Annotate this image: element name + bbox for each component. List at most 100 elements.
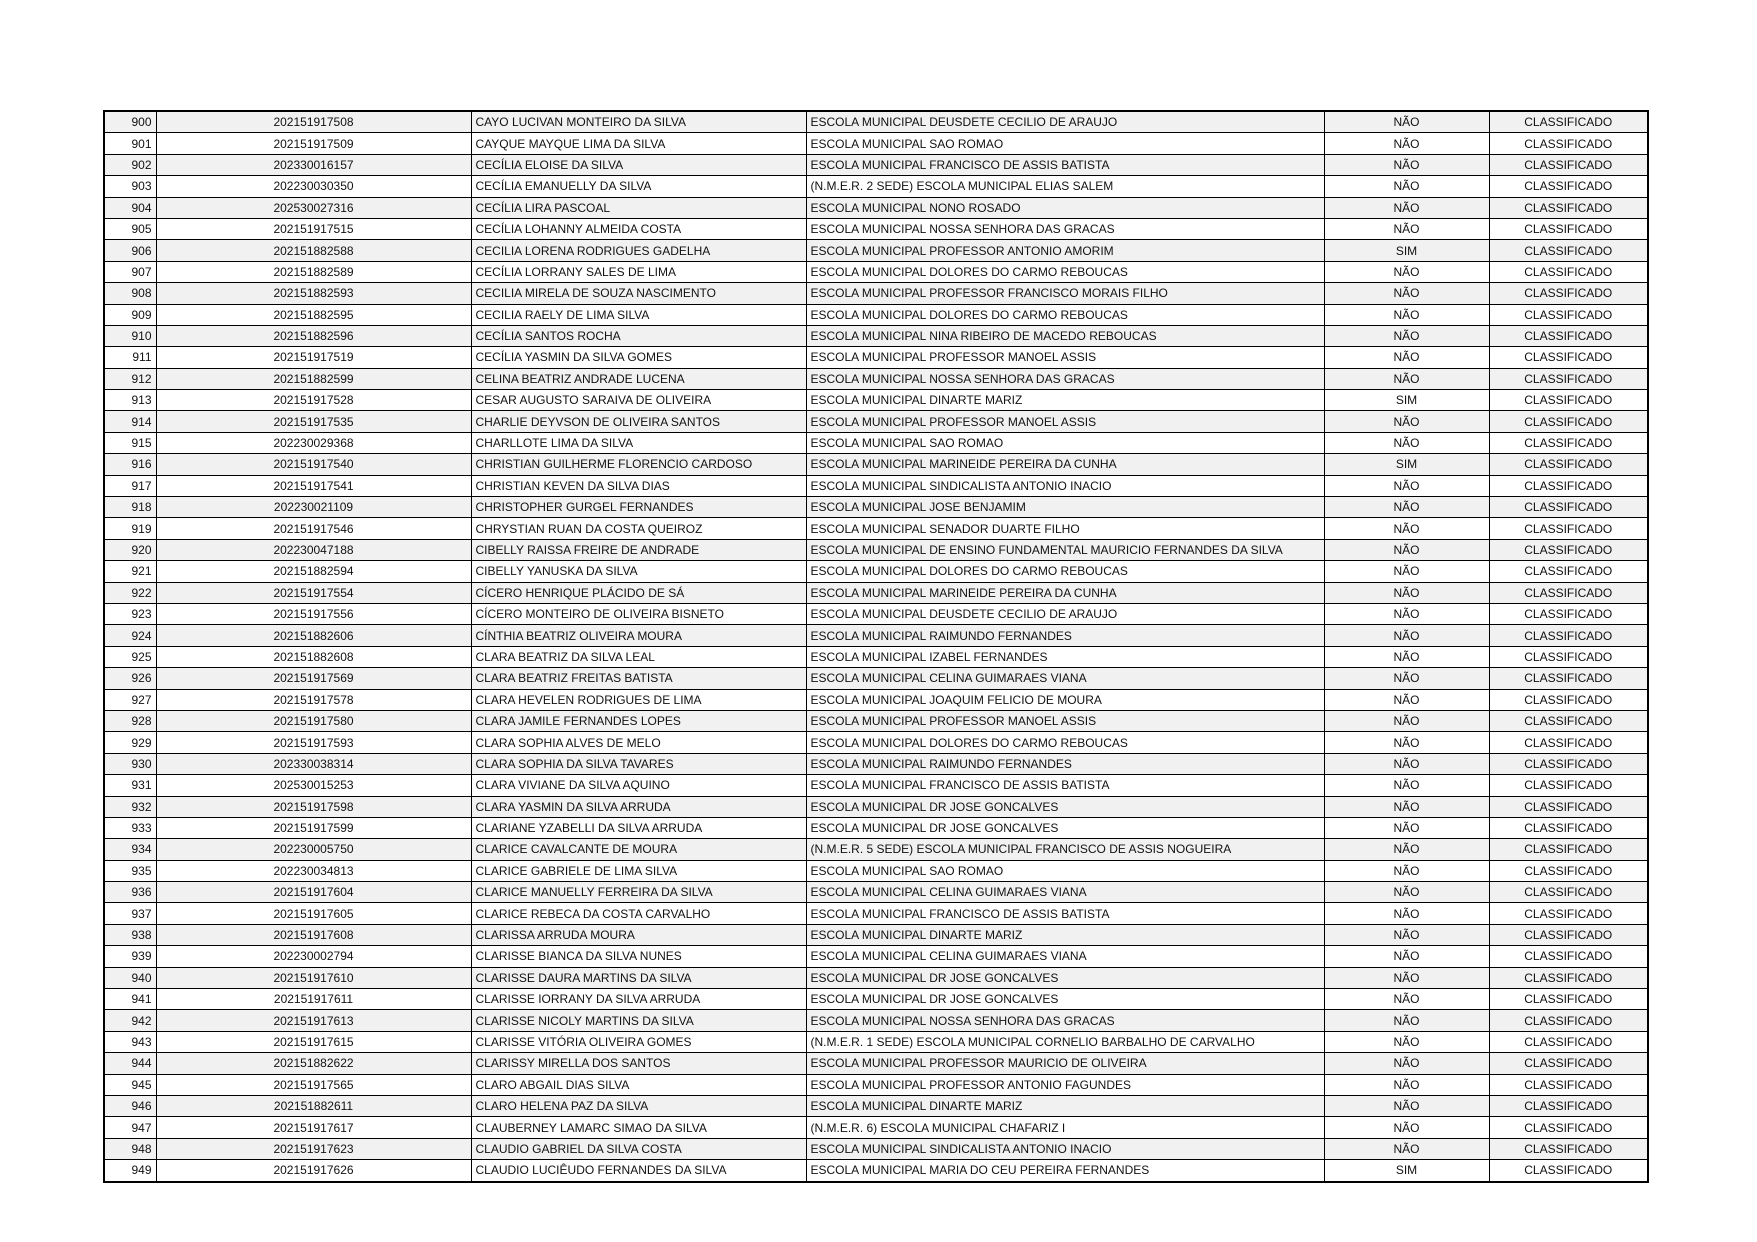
table-row: 945 202151917565 CLARO ABGAIL DIAS SILVA ES… — [103, 1073, 1649, 1096]
flag-cell: SIM — [1323, 1159, 1490, 1183]
status-cell: CLASSIFICADO — [1488, 496, 1649, 519]
candidate-name-cell: CLARA VIVIANE DA SILVA AQUINO — [470, 774, 807, 797]
flag-cell: NÃO — [1323, 966, 1490, 990]
table-row: 922 202151917554 CÍCERO HENRIQUE PLÁCIDO D… — [103, 581, 1649, 604]
table-row: 921 202151882594 CIBELLY YANUSKA DA SILVA E… — [103, 560, 1649, 583]
row-number-cell: 949 — [103, 1159, 157, 1183]
school-name-cell: ESCOLA MUNICIPAL CELINA GUIMARAES VIANA — [805, 945, 1325, 968]
table-row: 913 202151917528 CESAR AUGUSTO SARAIVA DE … — [103, 389, 1649, 412]
flag-cell: NÃO — [1323, 945, 1490, 968]
table-row: 923 202151917556 CÍCERO MONTEIRO DE OLIVEI… — [103, 602, 1649, 626]
row-number-cell: 924 — [103, 624, 157, 647]
status-cell: CLASSIFICADO — [1488, 731, 1649, 754]
row-number-cell: 920 — [103, 538, 157, 562]
enrollment-id-cell: 202230005750 — [155, 838, 472, 861]
enrollment-id-cell: 202151917615 — [155, 1030, 472, 1054]
candidate-name-cell: CLARICE REBECA DA COSTA CARVALHO — [470, 902, 807, 925]
status-cell: CLASSIFICADO — [1488, 1116, 1649, 1139]
table-row: 947 202151917617 CLAUBERNEY LAMARC SIMAO D… — [103, 1116, 1649, 1139]
enrollment-id-cell: 202151882599 — [155, 367, 472, 391]
status-cell: CLASSIFICADO — [1488, 752, 1649, 776]
status-cell: CLASSIFICADO — [1488, 1030, 1649, 1054]
row-number-cell: 904 — [103, 196, 157, 219]
status-cell: CLASSIFICADO — [1488, 988, 1649, 1011]
row-number-cell: 915 — [103, 431, 157, 455]
table-row: 946 202151882611 CLARO HELENA PAZ DA SILVA… — [103, 1094, 1649, 1118]
candidate-name-cell: CECÍLIA SANTOS ROCHA — [470, 324, 807, 348]
enrollment-id-cell: 202151917623 — [155, 1137, 472, 1161]
row-number-cell: 916 — [103, 453, 157, 476]
school-name-cell: ESCOLA MUNICIPAL RAIMUNDO FERNANDES — [805, 624, 1325, 647]
flag-cell: NÃO — [1323, 923, 1490, 947]
flag-cell: NÃO — [1323, 431, 1490, 455]
school-name-cell: ESCOLA MUNICIPAL SINDICALISTA ANTONIO IN… — [805, 474, 1325, 498]
table-row: 933 202151917599 CLARIANE YZABELLI DA SILV… — [103, 816, 1649, 840]
enrollment-id-cell: 202151917540 — [155, 453, 472, 476]
status-cell: CLASSIFICADO — [1488, 667, 1649, 690]
school-name-cell: ESCOLA MUNICIPAL DEUSDETE CECILIO DE ARA… — [805, 602, 1325, 626]
enrollment-id-cell: 202151917613 — [155, 1009, 472, 1032]
school-name-cell: ESCOLA MUNICIPAL PROFESSOR MANOEL ASSIS — [805, 346, 1325, 369]
status-cell: CLASSIFICADO — [1488, 945, 1649, 968]
school-name-cell: (N.M.E.R. 6) ESCOLA MUNICIPAL CHAFARIZ I — [805, 1116, 1325, 1139]
table-row: 900 202151917508 CAYO LUCIVAN MONTEIRO DA … — [103, 110, 1649, 134]
status-cell: CLASSIFICADO — [1488, 324, 1649, 348]
table-row: 934 202230005750 CLARICE CAVALCANTE DE MOU… — [103, 838, 1649, 861]
table-row: 928 202151917580 CLARA JAMILE FERNANDES LO… — [103, 709, 1649, 733]
school-name-cell: ESCOLA MUNICIPAL DINARTE MARIZ — [805, 1094, 1325, 1118]
row-number-cell: 923 — [103, 602, 157, 626]
table-row: 927 202151917578 CLARA HEVELEN RODRIGUES D… — [103, 688, 1649, 711]
table-row: 931 202530015253 CLARA VIVIANE DA SILVA AQ… — [103, 774, 1649, 797]
flag-cell: NÃO — [1323, 496, 1490, 519]
enrollment-id-cell: 202151917599 — [155, 816, 472, 840]
row-number-cell: 932 — [103, 795, 157, 818]
flag-cell: NÃO — [1323, 303, 1490, 326]
status-cell: CLASSIFICADO — [1488, 923, 1649, 947]
table-row: 905 202151917515 CECÍLIA LOHANNY ALMEIDA C… — [103, 217, 1649, 241]
table-row: 935 202230034813 CLARICE GABRIELE DE LIMA … — [103, 859, 1649, 883]
candidate-name-cell: CAYO LUCIVAN MONTEIRO DA SILVA — [470, 110, 807, 134]
row-number-cell: 922 — [103, 581, 157, 604]
table-row: 948 202151917623 CLAUDIO GABRIEL DA SILVA … — [103, 1137, 1649, 1161]
school-name-cell: ESCOLA MUNICIPAL SAO ROMAO — [805, 859, 1325, 883]
status-cell: CLASSIFICADO — [1488, 282, 1649, 305]
enrollment-id-cell: 202151917519 — [155, 346, 472, 369]
school-name-cell: ESCOLA MUNICIPAL DOLORES DO CARMO REBOUC… — [805, 731, 1325, 754]
flag-cell: NÃO — [1323, 816, 1490, 840]
school-name-cell: ESCOLA MUNICIPAL CELINA GUIMARAES VIANA — [805, 881, 1325, 904]
school-name-cell: ESCOLA MUNICIPAL DR JOSE GONCALVES — [805, 816, 1325, 840]
flag-cell: NÃO — [1323, 175, 1490, 198]
enrollment-id-cell: 202230029368 — [155, 431, 472, 455]
flag-cell: NÃO — [1323, 324, 1490, 348]
status-cell: CLASSIFICADO — [1488, 966, 1649, 990]
candidate-name-cell: CLARA SOPHIA DA SILVA TAVARES — [470, 752, 807, 776]
table-row: 940 202151917610 CLARISSE DAURA MARTINS DA… — [103, 966, 1649, 990]
enrollment-id-cell: 202151882593 — [155, 282, 472, 305]
row-number-cell: 925 — [103, 645, 157, 669]
enrollment-id-cell: 202230034813 — [155, 859, 472, 883]
school-name-cell: ESCOLA MUNICIPAL PROFESSOR MANOEL ASSIS — [805, 410, 1325, 433]
status-cell: CLASSIFICADO — [1488, 1073, 1649, 1096]
row-number-cell: 937 — [103, 902, 157, 925]
school-name-cell: ESCOLA MUNICIPAL DOLORES DO CARMO REBOUC… — [805, 303, 1325, 326]
flag-cell: NÃO — [1323, 795, 1490, 818]
candidate-name-cell: CHRISTIAN GUILHERME FLORENCIO CARDOSO — [470, 453, 807, 476]
enrollment-id-cell: 202230047188 — [155, 538, 472, 562]
row-number-cell: 934 — [103, 838, 157, 861]
row-number-cell: 935 — [103, 859, 157, 883]
enrollment-id-cell: 202530015253 — [155, 774, 472, 797]
school-name-cell: ESCOLA MUNICIPAL FRANCISCO DE ASSIS BATI… — [805, 902, 1325, 925]
status-cell: CLASSIFICADO — [1488, 838, 1649, 861]
school-name-cell: ESCOLA MUNICIPAL NOSSA SENHORA DAS GRACA… — [805, 1009, 1325, 1032]
flag-cell: NÃO — [1323, 1116, 1490, 1139]
table-row: 942 202151917613 CLARISSE NICOLY MARTINS D… — [103, 1009, 1649, 1032]
table-row: 926 202151917569 CLARA BEATRIZ FREITAS BAT… — [103, 667, 1649, 690]
candidate-name-cell: CLARICE CAVALCANTE DE MOURA — [470, 838, 807, 861]
candidate-name-cell: CÍCERO HENRIQUE PLÁCIDO DE SÁ — [470, 581, 807, 604]
candidate-name-cell: CLAUBERNEY LAMARC SIMAO DA SILVA — [470, 1116, 807, 1139]
flag-cell: NÃO — [1323, 196, 1490, 219]
flag-cell: NÃO — [1323, 988, 1490, 1011]
candidate-name-cell: CÍCERO MONTEIRO DE OLIVEIRA BISNETO — [470, 602, 807, 626]
table-row: 937 202151917605 CLARICE REBECA DA COSTA C… — [103, 902, 1649, 925]
flag-cell: SIM — [1323, 453, 1490, 476]
